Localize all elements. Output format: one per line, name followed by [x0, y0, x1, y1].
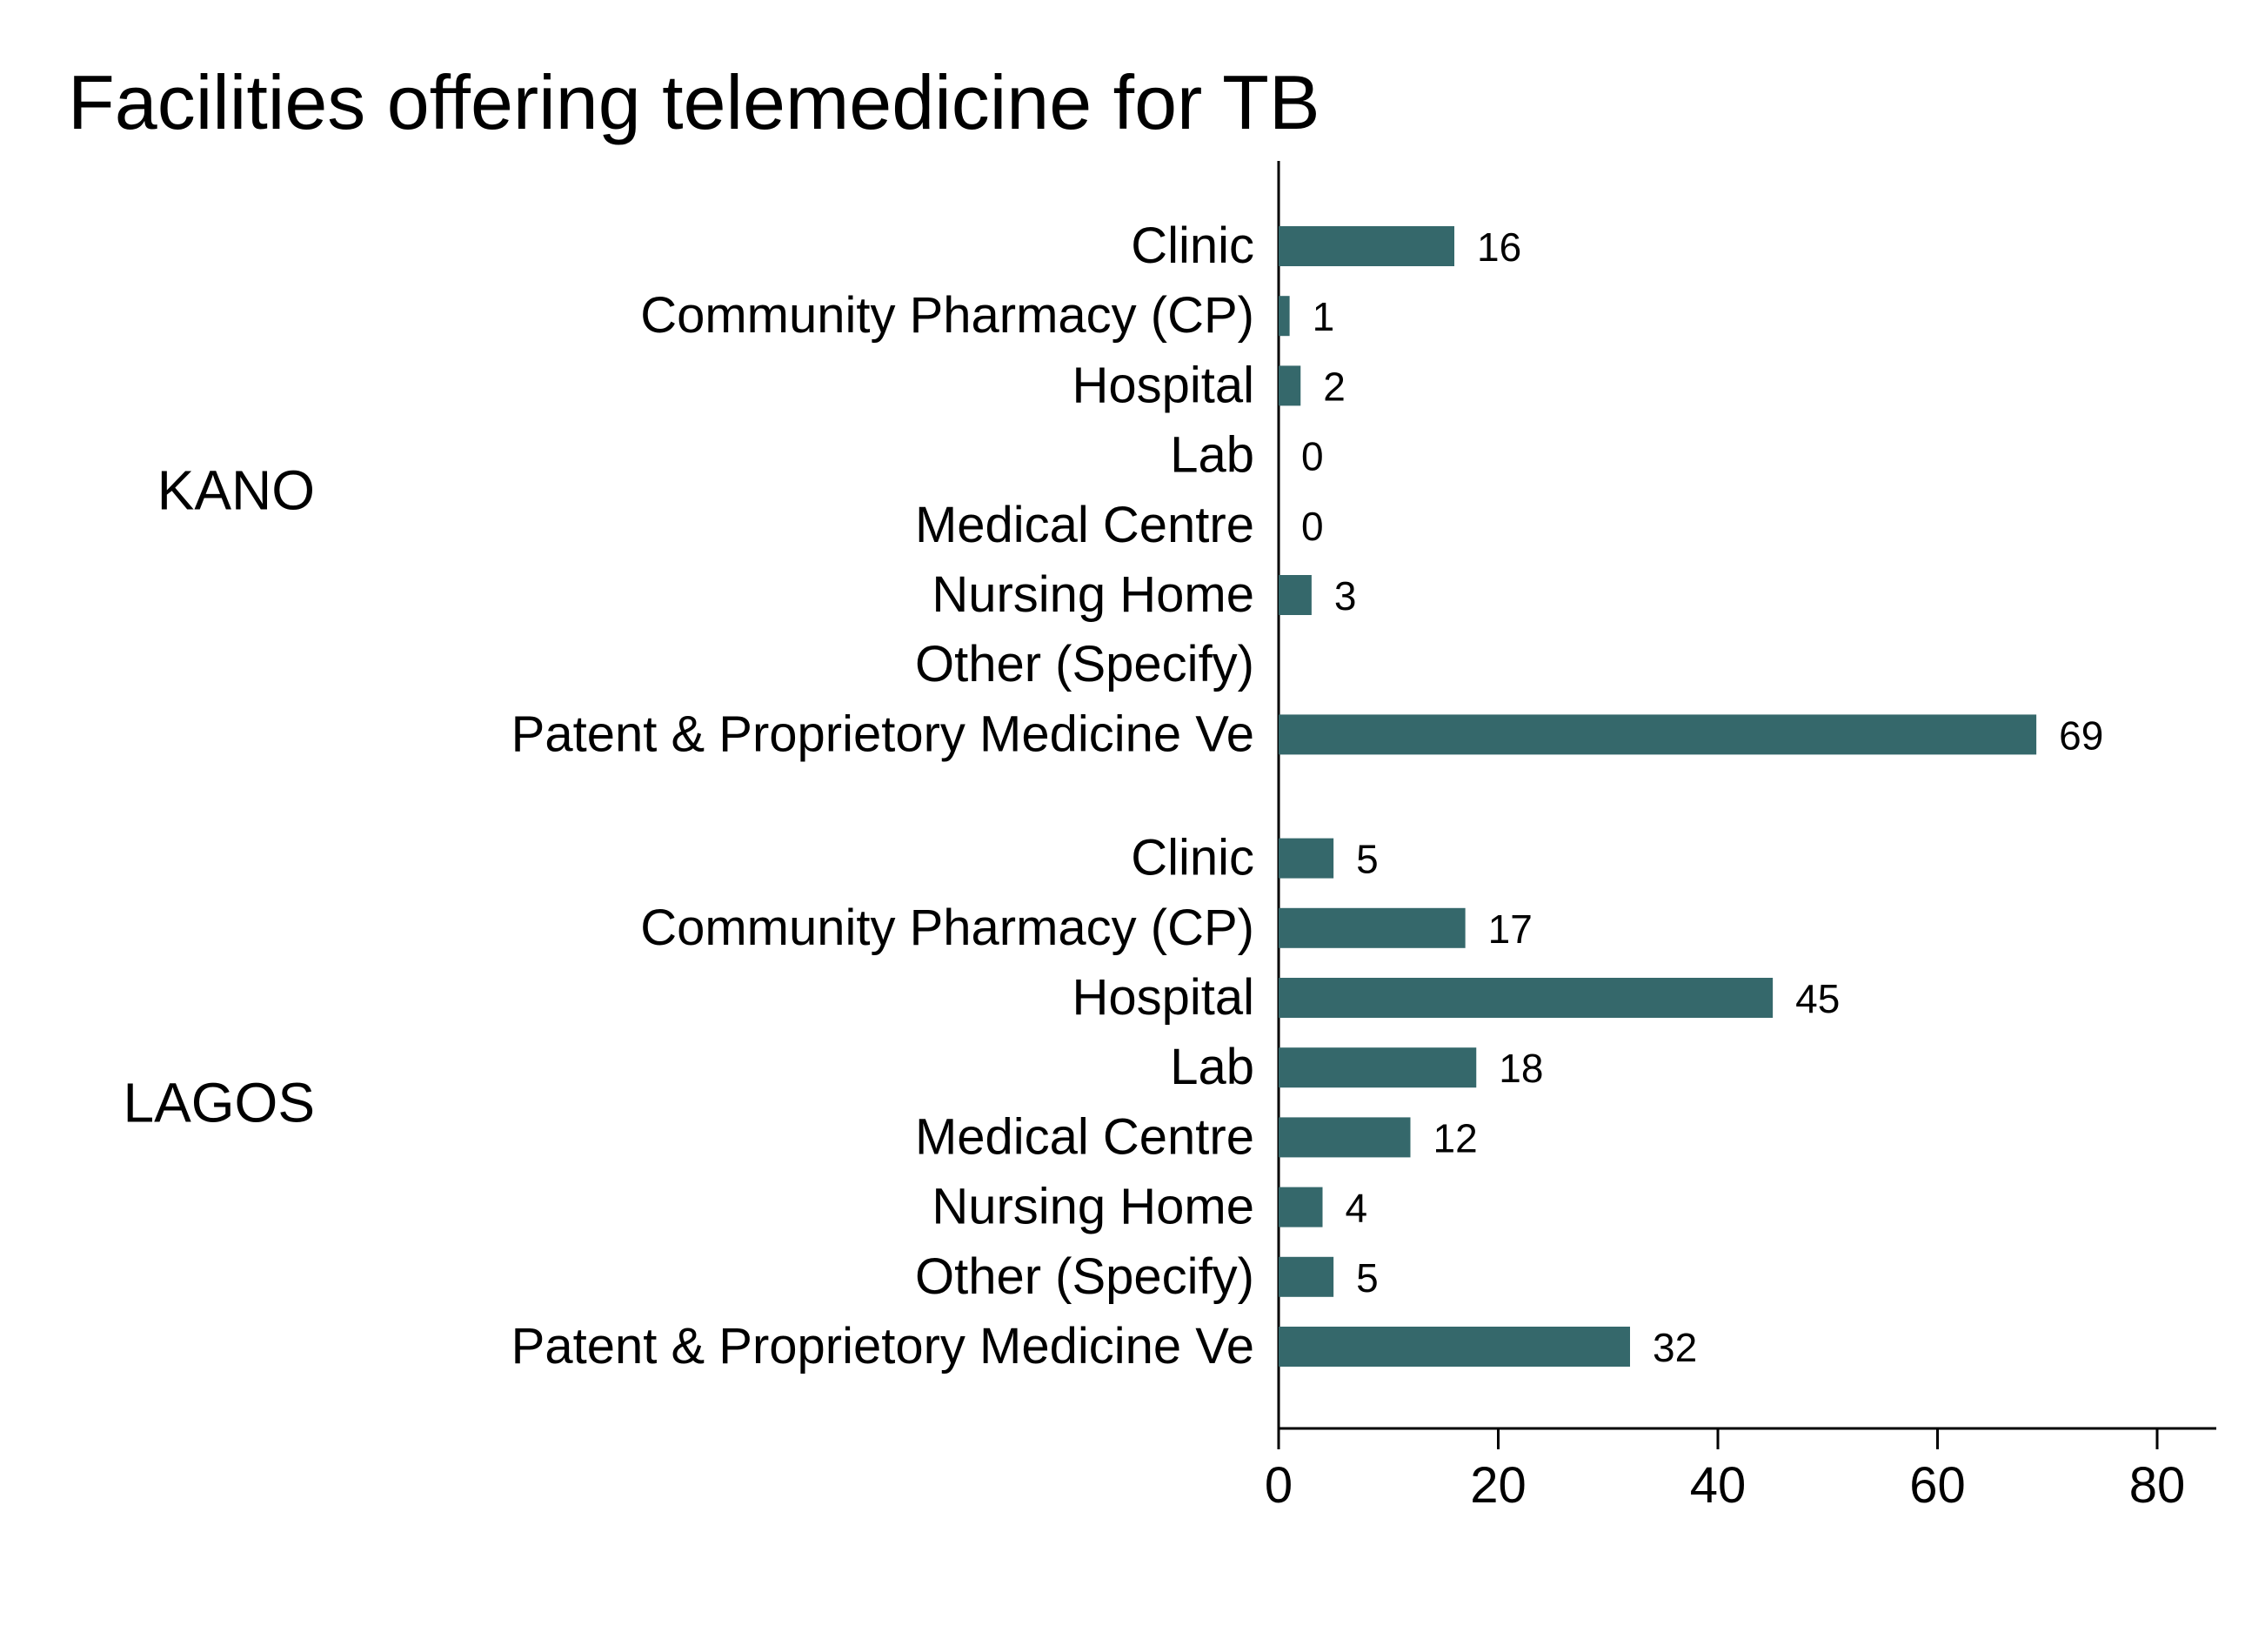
x-tick-label: 80 — [2129, 1457, 2186, 1514]
bar — [1279, 226, 1454, 266]
bar — [1279, 575, 1312, 615]
category-label: Hospital — [1072, 969, 1254, 1026]
data-label: 16 — [1477, 224, 1521, 270]
data-label: 2 — [1323, 364, 1346, 409]
category-label: Clinic — [1131, 217, 1254, 274]
data-label: 32 — [1653, 1325, 1697, 1370]
bar — [1279, 1187, 1323, 1227]
category-label: Clinic — [1131, 830, 1254, 886]
data-label: 1 — [1313, 294, 1335, 339]
group-label: LAGOS — [123, 1071, 315, 1134]
data-label: 69 — [2059, 712, 2103, 758]
group-label: KANO — [157, 459, 315, 522]
data-label: 45 — [1795, 976, 1840, 1021]
category-label: Lab — [1170, 427, 1254, 484]
bar — [1279, 714, 2037, 755]
x-tick-label: 40 — [1690, 1457, 1747, 1514]
data-label: 12 — [1433, 1115, 1478, 1160]
data-label: 5 — [1356, 1255, 1379, 1301]
data-label: 0 — [1301, 504, 1324, 549]
category-label: Hospital — [1072, 357, 1254, 413]
category-label: Lab — [1170, 1039, 1254, 1095]
category-label: Other (Specify) — [915, 636, 1254, 692]
bar — [1279, 1327, 1630, 1367]
bar — [1279, 838, 1334, 879]
bar — [1279, 365, 1301, 406]
category-label: Medical Centre — [915, 497, 1254, 553]
data-label: 17 — [1488, 906, 1533, 952]
bar — [1279, 1047, 1477, 1088]
bar — [1279, 1256, 1334, 1297]
bar — [1279, 1117, 1411, 1158]
category-label: Community Pharmacy (CP) — [640, 900, 1254, 956]
x-tick-label: 0 — [1265, 1457, 1293, 1514]
bar — [1279, 907, 1466, 948]
data-label: 18 — [1499, 1046, 1543, 1091]
data-label: 3 — [1334, 573, 1357, 619]
bar — [1279, 296, 1290, 337]
category-label: Patent & Proprietory Medicine Ve — [511, 1318, 1254, 1374]
category-label: Medical Centre — [915, 1108, 1254, 1165]
category-label: Other (Specify) — [915, 1248, 1254, 1305]
bar — [1279, 978, 1774, 1018]
category-label: Patent & Proprietory Medicine Ve — [511, 706, 1254, 762]
x-tick-label: 20 — [1470, 1457, 1527, 1514]
data-label: 5 — [1356, 837, 1379, 882]
chart-title: Facilities offering telemedicine for TB — [68, 59, 1320, 145]
data-label: 0 — [1301, 434, 1324, 479]
category-label: Nursing Home — [932, 566, 1254, 623]
category-label: Nursing Home — [932, 1179, 1254, 1235]
x-tick-label: 60 — [1909, 1457, 1966, 1514]
data-label: 4 — [1346, 1186, 1368, 1231]
category-label: Community Pharmacy (CP) — [640, 287, 1254, 344]
